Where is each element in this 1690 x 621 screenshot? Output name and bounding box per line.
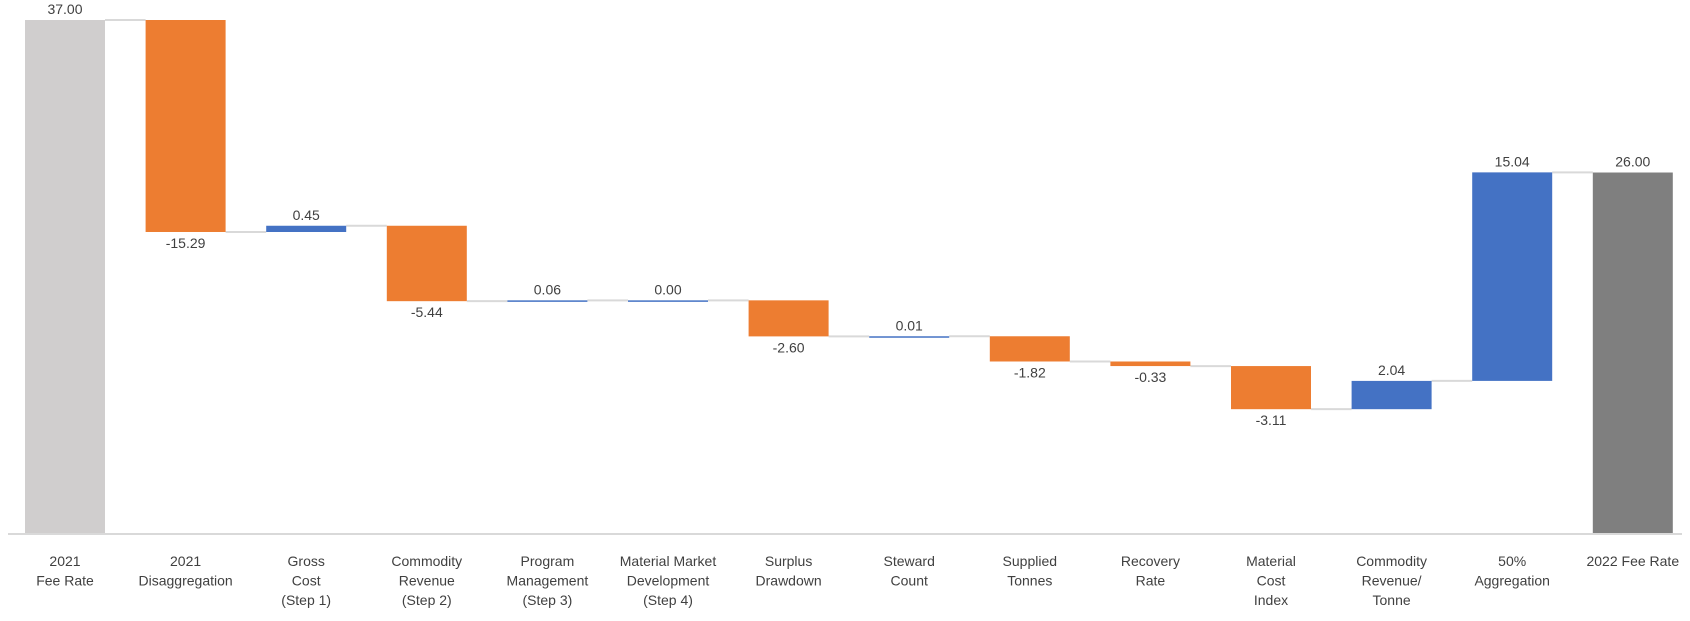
category-label-9: Supplied Tonnes [1003,553,1058,589]
category-label-line: Cost [1257,573,1286,589]
value-label-11: -3.11 [1256,412,1287,428]
bar-9 [989,336,1070,362]
category-label-line: Drawdown [756,573,822,589]
category-label-line: Material [1246,553,1296,569]
bar-7 [748,300,829,337]
value-label-12: 2.04 [1378,362,1405,378]
bar-3 [266,225,347,232]
bar-2 [145,20,226,232]
category-label-line: Cost [292,573,321,589]
bar-5 [507,300,588,302]
category-label-line: Gross [288,553,325,569]
connector-lines [105,19,1593,411]
category-label-7: Surplus Drawdown [756,553,822,589]
category-label-line: (Step 2) [402,592,452,608]
value-label-5: 0.06 [534,281,561,297]
category-label-line: Commodity [391,553,462,569]
category-label-2: 2021 Disaggregation [139,553,233,589]
category-label-line: Rate [1136,573,1166,589]
category-label-line: Steward [884,553,935,569]
bar-13 [1472,172,1553,381]
category-label-line: (Step 4) [643,592,693,608]
value-label-9: -1.82 [1014,364,1046,380]
category-label-line: 2021 [49,553,80,569]
value-label-14: 26.00 [1615,154,1650,170]
category-label-line: Program [521,553,575,569]
category-label-line: 2022 Fee Rate [1586,553,1679,569]
category-label-12: Commodity Revenue/Tonne [1356,553,1427,608]
value-label-3: 0.45 [293,207,320,223]
category-label-10: Recovery Rate [1121,553,1180,589]
category-labels: 2021 Fee Rate 2021 Disaggregation Gross Cost (… [36,553,1679,608]
category-label-line: Commodity [1356,553,1427,569]
category-label-line: Index [1254,592,1288,608]
value-label-10: -0.33 [1134,369,1166,385]
category-label-1: 2021 Fee Rate [36,553,94,589]
bar-8 [869,336,950,338]
category-label-11: Material Cost Index [1246,553,1296,608]
category-label-line: Development [627,573,710,589]
category-label-line: Fee Rate [36,573,94,589]
category-label-line: Revenue/ [1362,573,1422,589]
category-label-line: Material Market [620,553,717,569]
category-label-line: Supplied [1003,553,1058,569]
bar-6 [628,300,708,302]
category-label-line: (Step 1) [281,592,331,608]
category-label-13: 50% Aggregation [1474,553,1550,589]
category-label-line: Disaggregation [139,573,233,589]
category-label-line: Aggregation [1474,573,1550,589]
category-label-line: Surplus [765,553,812,569]
value-label-8: 0.01 [896,317,923,333]
bar-1 [25,20,105,533]
value-label-6: 0.00 [654,281,681,297]
category-label-line: 2021 [170,553,201,569]
category-label-5: Program Management (Step 3) [507,553,589,608]
category-label-3: Gross Cost (Step 1) [281,553,331,608]
category-label-14: 2022 Fee Rate [1586,553,1679,569]
bar-11 [1231,366,1311,410]
value-label-7: -2.60 [773,339,805,355]
category-label-line: Management [507,573,589,589]
value-label-1: 37.00 [47,1,82,17]
value-label-13: 15.04 [1495,153,1530,169]
bar-14 [1592,172,1673,533]
category-label-8: Steward Count [884,553,935,589]
value-labels: 37.00 -15.29 0.45 -5.44 0.06 0.00 -2.60 0.01 -1.… [47,1,1650,428]
value-label-2: -15.29 [166,235,206,251]
category-label-line: Tonnes [1007,573,1052,589]
bar-10 [1110,361,1191,367]
category-label-line: 50% [1498,553,1526,569]
category-label-line: Revenue [399,573,455,589]
bar-4 [386,225,467,302]
category-label-6: Material Market Development (Step 4) [620,553,717,608]
bar-12 [1351,380,1432,410]
category-label-line: Count [891,573,928,589]
category-label-line: Recovery [1121,553,1180,569]
bars [25,20,1673,533]
category-label-line: Tonne [1373,592,1411,608]
value-label-4: -5.44 [411,304,443,320]
category-label-line: (Step 3) [522,592,572,608]
category-label-4: Commodity Revenue (Step 2) [391,553,462,608]
